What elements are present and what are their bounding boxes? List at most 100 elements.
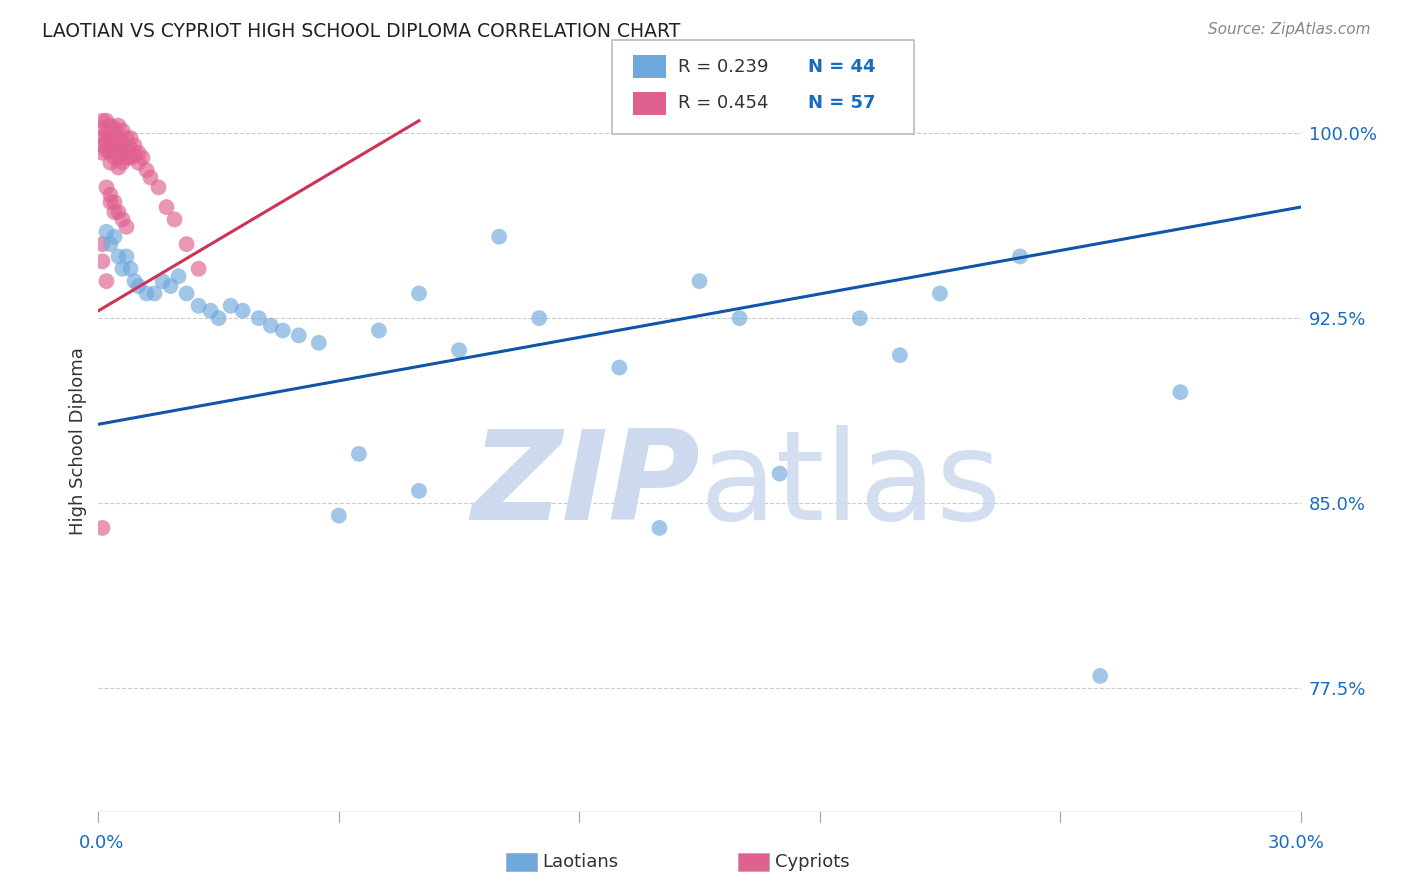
- Point: [111, 145, 134, 160]
- Point: [155, 200, 177, 214]
- Point: [96, 225, 118, 239]
- Point: [103, 195, 125, 210]
- Point: [96, 144, 118, 158]
- Point: [408, 483, 430, 498]
- Point: [111, 136, 134, 150]
- Point: [889, 348, 911, 362]
- Point: [91, 121, 114, 136]
- Point: [120, 261, 142, 276]
- Text: R = 0.454: R = 0.454: [678, 95, 768, 112]
- Point: [208, 311, 231, 326]
- Point: [271, 323, 294, 337]
- Point: [135, 286, 157, 301]
- Point: [247, 311, 270, 326]
- Point: [1170, 385, 1192, 400]
- Point: [120, 151, 142, 165]
- Point: [103, 138, 125, 153]
- Point: [159, 279, 181, 293]
- Point: [219, 299, 242, 313]
- Point: [107, 131, 129, 145]
- Text: R = 0.239: R = 0.239: [678, 58, 768, 76]
- Point: [128, 279, 150, 293]
- Point: [107, 141, 129, 155]
- Point: [100, 119, 122, 133]
- Point: [91, 113, 114, 128]
- Point: [91, 237, 114, 252]
- Point: [232, 303, 254, 318]
- Text: Cypriots: Cypriots: [775, 853, 849, 871]
- Point: [103, 121, 125, 136]
- Point: [187, 261, 209, 276]
- Point: [115, 141, 138, 155]
- Point: [135, 163, 157, 178]
- Point: [328, 508, 350, 523]
- Point: [91, 254, 114, 268]
- Point: [163, 212, 186, 227]
- Point: [288, 328, 311, 343]
- Point: [120, 131, 142, 145]
- Point: [139, 170, 162, 185]
- Point: [96, 126, 118, 140]
- Y-axis label: High School Diploma: High School Diploma: [69, 348, 87, 535]
- Point: [100, 187, 122, 202]
- Point: [929, 286, 952, 301]
- Point: [115, 151, 138, 165]
- Point: [200, 303, 222, 318]
- Point: [728, 311, 751, 326]
- Point: [124, 138, 146, 153]
- Point: [1010, 249, 1032, 263]
- Point: [688, 274, 710, 288]
- Point: [176, 286, 198, 301]
- Point: [96, 180, 118, 194]
- Point: [111, 123, 134, 137]
- Point: [1088, 669, 1111, 683]
- Point: [120, 141, 142, 155]
- Text: Laotians: Laotians: [543, 853, 619, 871]
- Point: [107, 119, 129, 133]
- Point: [347, 447, 370, 461]
- Point: [111, 261, 134, 276]
- Point: [103, 131, 125, 145]
- Point: [124, 148, 146, 162]
- Point: [115, 249, 138, 263]
- Point: [96, 274, 118, 288]
- Text: N = 57: N = 57: [808, 95, 876, 112]
- Text: N = 44: N = 44: [808, 58, 876, 76]
- Point: [368, 323, 391, 337]
- Point: [148, 180, 170, 194]
- Point: [152, 274, 174, 288]
- Point: [91, 138, 114, 153]
- Point: [96, 133, 118, 147]
- Text: ZIP: ZIP: [471, 425, 699, 547]
- Point: [124, 274, 146, 288]
- Point: [100, 195, 122, 210]
- Point: [100, 155, 122, 169]
- Point: [488, 229, 510, 244]
- Point: [107, 249, 129, 263]
- Point: [187, 299, 209, 313]
- Point: [91, 521, 114, 535]
- Point: [529, 311, 551, 326]
- Point: [128, 155, 150, 169]
- Point: [103, 205, 125, 219]
- Point: [260, 318, 283, 333]
- Point: [167, 269, 190, 284]
- Point: [96, 113, 118, 128]
- Point: [111, 212, 134, 227]
- Point: [143, 286, 166, 301]
- Point: [91, 145, 114, 160]
- Point: [131, 151, 153, 165]
- Point: [609, 360, 631, 375]
- Text: Source: ZipAtlas.com: Source: ZipAtlas.com: [1208, 22, 1371, 37]
- Text: 0.0%: 0.0%: [79, 834, 124, 852]
- Point: [100, 145, 122, 160]
- Point: [408, 286, 430, 301]
- Point: [100, 138, 122, 153]
- Point: [115, 131, 138, 145]
- Point: [849, 311, 872, 326]
- Text: LAOTIAN VS CYPRIOT HIGH SCHOOL DIPLOMA CORRELATION CHART: LAOTIAN VS CYPRIOT HIGH SCHOOL DIPLOMA C…: [42, 22, 681, 41]
- Text: atlas: atlas: [699, 425, 1001, 547]
- Point: [648, 521, 671, 535]
- Point: [111, 155, 134, 169]
- Text: 30.0%: 30.0%: [1268, 834, 1324, 852]
